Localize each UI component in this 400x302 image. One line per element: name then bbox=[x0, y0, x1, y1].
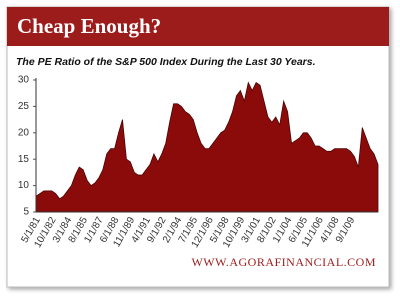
y-tick-label: 20 bbox=[18, 127, 30, 138]
title-bar bbox=[7, 7, 389, 46]
y-tick-label: 25 bbox=[18, 101, 30, 112]
y-tick-label: 15 bbox=[18, 154, 30, 165]
area bbox=[35, 81, 379, 213]
footer: WWW.AGORAFINANCIAL.COM bbox=[191, 255, 376, 269]
y-tick-label: 5 bbox=[23, 207, 29, 218]
subtitle: The PE Ratio of the S&P 500 Index During… bbox=[16, 56, 316, 68]
y-tick-label: 10 bbox=[18, 180, 30, 191]
chart-title: Cheap Enough? bbox=[17, 14, 161, 38]
y-tick-label: 30 bbox=[18, 75, 30, 86]
